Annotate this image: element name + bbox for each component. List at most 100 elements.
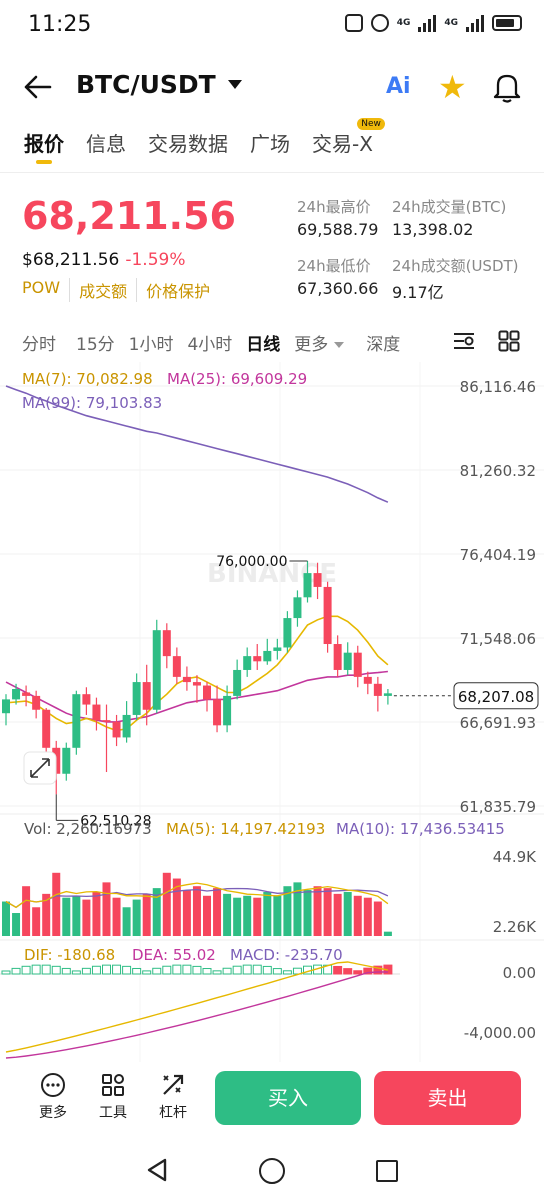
tab-info[interactable]: 信息 [86,128,126,157]
interval-bar: 分时 15分 1小时 4小时 日线 更多 深度 [22,330,400,355]
back-arrow-icon[interactable] [22,70,52,104]
alarm-icon [370,14,389,32]
candle [12,688,21,700]
more-dots-icon [40,1072,66,1098]
macd-histogram-bar [192,965,202,975]
macd-histogram-bar [262,965,272,975]
y-tick-label: 76,404.19 [460,546,536,564]
divider [0,172,544,173]
price-chart[interactable]: 86,116.46 81,260.32 76,404.19 71,548.06 66,6… [0,362,544,1062]
volume-bar [172,878,181,936]
interval-more[interactable]: 更多 [294,330,345,355]
bell-icon[interactable] [492,70,522,104]
buy-button[interactable]: 买入 [215,1071,361,1125]
volume-bar [313,886,322,936]
macd-dea-legend: DEA: 55.02 [132,946,216,964]
volume-bar [122,907,131,936]
macd-y-tick: 0.00 [503,964,536,982]
ai-icon[interactable]: Ai [386,74,411,99]
volume-bar [72,895,81,936]
high-marker-label: 76,000.00 [216,554,287,570]
y-tick-label: 66,691.93 [460,714,536,732]
macd-histogram-bar [132,967,142,975]
interval-4h[interactable]: 4小时 [187,335,233,355]
volume-y-tick: 44.9K [493,848,537,866]
leverage-button[interactable]: 杠杆 [149,1072,197,1122]
candle [32,695,41,710]
layout-grid-icon[interactable] [498,330,520,352]
macd-histogram-bar [71,970,81,975]
candle [42,709,51,748]
candle [2,699,10,714]
sell-button[interactable]: 卖出 [374,1071,521,1125]
ma99-line [5,385,389,503]
candle [283,618,292,648]
candle [233,669,242,696]
tab-quote[interactable]: 报价 [24,128,64,164]
macd-histogram-bar [102,964,111,975]
more-button[interactable]: 更多 [29,1072,77,1122]
candle [213,699,222,726]
tab-trade-x-label: 交易-X [312,132,373,156]
tools-icon [100,1072,126,1098]
tools-button[interactable]: 工具 [89,1072,137,1122]
pair-selector[interactable]: BTC/USDT [76,70,242,99]
tag-turnover[interactable]: 成交额 [79,278,138,302]
macd-histogram-bar [142,970,152,975]
y-tick-label: 81,260.32 [460,462,536,480]
interval-1d[interactable]: 日线 [246,335,281,355]
macd-histogram-bar [333,965,343,975]
new-badge: New [357,118,385,130]
macd-histogram-bar [182,964,192,975]
tag-price-protection[interactable]: 价格保护 [146,282,211,301]
current-price-box [453,682,539,710]
macd-histogram-bar [51,965,61,975]
candle [373,683,382,696]
macd-histogram-bar [41,964,51,975]
volume-bar [162,872,171,936]
candle [72,694,81,748]
network-type-1: 4G [396,18,411,28]
price-change: -1.59% [125,250,186,270]
macd-histogram-bar [172,964,182,975]
tag-pow[interactable]: POW [22,278,71,302]
volume-bar [62,897,71,936]
volume-bar [363,897,372,936]
tab-info-label: 信息 [86,132,126,156]
candle [263,650,272,662]
volume-bar [92,891,101,936]
macd-histogram-bar [343,968,353,975]
tab-trade-x[interactable]: 交易-X New [312,118,385,157]
signal-icon-2 [466,14,484,32]
candle [182,676,191,683]
volume-bar [213,888,222,936]
tab-square[interactable]: 广场 [250,128,290,157]
star-icon[interactable]: ★ [438,68,467,106]
macd-histogram-bar [252,964,262,975]
macd-dea-line [5,971,388,1059]
macd-dif-legend: DIF: -180.68 [24,946,115,964]
more-label: 更多 [39,1105,67,1121]
candle [273,647,282,651]
volume-bar [142,893,151,936]
macd-histogram-bar [1,970,11,975]
ma99-legend: MA(99): 79,103.83 [22,394,162,412]
leverage-icon [160,1072,186,1098]
interval-depth[interactable]: 深度 [366,335,401,355]
candle [152,630,161,710]
interval-timeline[interactable]: 分时 [22,335,56,355]
nav-home-icon[interactable] [259,1158,285,1184]
nav-recent-icon[interactable] [376,1160,398,1182]
volume-bar [243,895,252,936]
macd-histogram-bar [152,967,162,975]
volume-legend: Vol: 2,260.16973 [24,820,152,838]
volume-bar [192,886,201,936]
candle [383,693,392,696]
candle [253,656,262,662]
tab-trading-data[interactable]: 交易数据 [148,128,228,157]
interval-1h[interactable]: 1小时 [128,335,174,355]
nav-back-icon[interactable] [146,1158,168,1182]
chart-settings-icon[interactable] [452,330,476,352]
stat-vol-usdt-label: 24h成交额(USDT) [392,257,519,275]
interval-15m[interactable]: 15分 [76,335,115,355]
